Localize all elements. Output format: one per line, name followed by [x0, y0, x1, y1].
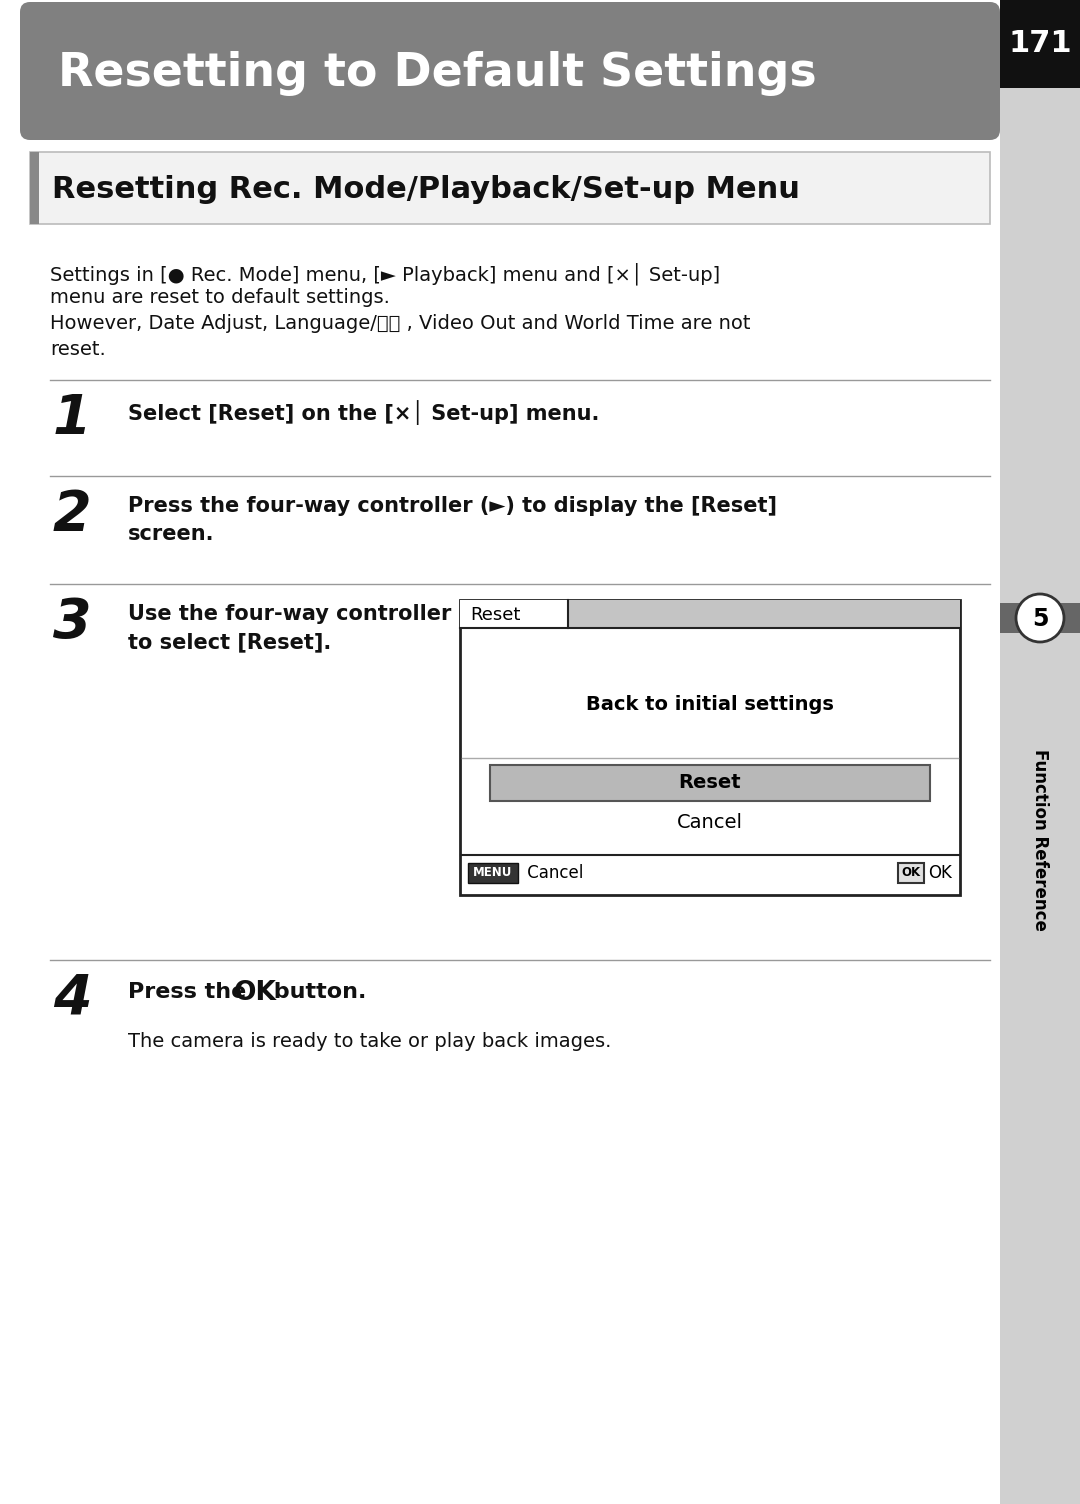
Text: Reset: Reset	[470, 606, 521, 624]
Bar	[897, 863, 924, 883]
Text: Cancel: Cancel	[522, 863, 583, 881]
Text: However, Date Adjust, Language/言語 , Video Out and World Time are not: However, Date Adjust, Language/言語 , Vide…	[50, 314, 751, 332]
Text: 4: 4	[53, 972, 92, 1026]
Text: Back to initial settings: Back to initial settings	[586, 695, 834, 714]
Bar	[490, 766, 930, 802]
Text: 2: 2	[53, 487, 92, 541]
Text: Resetting to Default Settings: Resetting to Default Settings	[58, 51, 816, 95]
Bar	[460, 600, 568, 629]
Text: Resetting Rec. Mode/Playback/Set-up Menu: Resetting Rec. Mode/Playback/Set-up Menu	[52, 174, 800, 203]
Text: OK: OK	[234, 981, 276, 1006]
Text: 3: 3	[53, 596, 92, 650]
Text: The camera is ready to take or play back images.: The camera is ready to take or play back…	[129, 1032, 611, 1051]
Text: Function Reference: Function Reference	[1031, 749, 1049, 931]
Bar	[30, 152, 39, 224]
Text: 171: 171	[1009, 30, 1071, 59]
Text: Press the four-way controller (►) to display the [Reset]
screen.: Press the four-way controller (►) to dis…	[129, 496, 777, 544]
Bar	[468, 863, 518, 883]
Text: reset.: reset.	[50, 340, 106, 359]
Bar	[1000, 603, 1080, 633]
Text: 5: 5	[1031, 608, 1049, 632]
Text: menu are reset to default settings.: menu are reset to default settings.	[50, 287, 390, 307]
Text: Cancel: Cancel	[677, 814, 743, 833]
Text: Reset: Reset	[678, 773, 741, 793]
Text: Press the: Press the	[129, 982, 254, 1002]
Text: OK: OK	[928, 863, 951, 881]
FancyBboxPatch shape	[21, 2, 1000, 140]
Bar	[30, 152, 990, 224]
Text: button.: button.	[266, 982, 366, 1002]
Text: MENU: MENU	[473, 866, 513, 880]
Bar	[1000, 0, 1080, 1504]
Bar	[568, 600, 960, 629]
Bar	[460, 600, 960, 895]
Text: 1: 1	[53, 393, 92, 447]
Text: Settings in [● Rec. Mode] menu, [► Playback] menu and [×│ Set-up]: Settings in [● Rec. Mode] menu, [► Playb…	[50, 262, 720, 284]
Text: Use the four-way controller ( ▲ )
to select [Reset].: Use the four-way controller ( ▲ ) to sel…	[129, 605, 508, 653]
Text: Select [Reset] on the [×│ Set-up] menu.: Select [Reset] on the [×│ Set-up] menu.	[129, 400, 599, 426]
Bar	[1000, 0, 1080, 89]
Circle shape	[1016, 594, 1064, 642]
Text: OK: OK	[902, 866, 920, 880]
